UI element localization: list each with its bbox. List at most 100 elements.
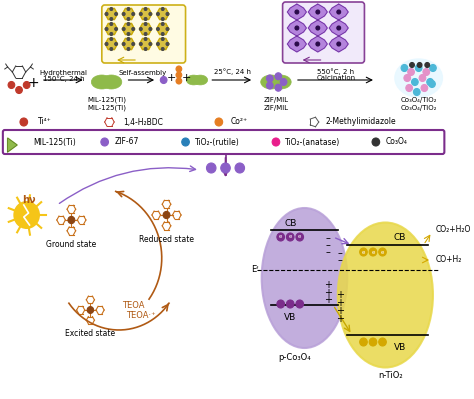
Polygon shape xyxy=(105,8,118,20)
Circle shape xyxy=(161,8,164,10)
Text: hν: hν xyxy=(22,195,36,205)
Text: TEOA: TEOA xyxy=(122,300,145,310)
Polygon shape xyxy=(105,38,118,49)
Circle shape xyxy=(161,18,164,20)
Text: TEOA·⁺: TEOA·⁺ xyxy=(126,310,155,320)
Circle shape xyxy=(337,42,341,46)
Circle shape xyxy=(360,248,367,256)
Circle shape xyxy=(286,233,294,241)
Text: +: + xyxy=(324,288,332,298)
Circle shape xyxy=(369,248,377,256)
Circle shape xyxy=(337,26,341,30)
Circle shape xyxy=(149,12,152,16)
Circle shape xyxy=(166,28,169,30)
Circle shape xyxy=(132,12,135,16)
Circle shape xyxy=(295,42,299,46)
Circle shape xyxy=(275,73,282,80)
Circle shape xyxy=(20,118,27,126)
Text: TiO₂-(anatase): TiO₂-(anatase) xyxy=(285,138,341,146)
Circle shape xyxy=(272,138,280,146)
Circle shape xyxy=(122,12,125,16)
Circle shape xyxy=(280,79,287,85)
Polygon shape xyxy=(308,4,328,20)
Text: Hydrothermal: Hydrothermal xyxy=(40,70,88,76)
Text: MIL-125(Ti): MIL-125(Ti) xyxy=(33,138,76,146)
Ellipse shape xyxy=(91,75,112,89)
Polygon shape xyxy=(308,36,328,52)
Circle shape xyxy=(427,79,433,85)
Text: Ground state: Ground state xyxy=(46,240,97,249)
Circle shape xyxy=(156,28,159,30)
Text: Co₃O₄/TiO₂: Co₃O₄/TiO₂ xyxy=(401,97,437,103)
Circle shape xyxy=(372,138,380,146)
Circle shape xyxy=(149,43,152,45)
Polygon shape xyxy=(122,24,135,35)
Circle shape xyxy=(101,138,109,146)
Circle shape xyxy=(16,87,22,93)
Polygon shape xyxy=(105,24,118,35)
Circle shape xyxy=(139,12,142,16)
Polygon shape xyxy=(329,4,348,20)
Polygon shape xyxy=(8,138,17,152)
Text: –: – xyxy=(337,248,342,258)
Ellipse shape xyxy=(262,208,347,348)
Circle shape xyxy=(401,65,408,71)
Circle shape xyxy=(161,32,164,36)
Text: e: e xyxy=(289,235,292,239)
Polygon shape xyxy=(308,20,328,36)
Circle shape xyxy=(428,81,435,87)
Text: Ti⁴⁺: Ti⁴⁺ xyxy=(38,117,52,126)
Text: –: – xyxy=(326,233,331,243)
Circle shape xyxy=(144,47,147,51)
Text: VB: VB xyxy=(284,314,296,322)
Circle shape xyxy=(139,28,142,30)
Polygon shape xyxy=(287,4,306,20)
Circle shape xyxy=(115,12,118,16)
Text: +: + xyxy=(166,73,176,83)
Ellipse shape xyxy=(186,75,201,85)
Circle shape xyxy=(149,28,152,30)
Circle shape xyxy=(105,28,108,30)
Text: 25°C, 24 h: 25°C, 24 h xyxy=(214,69,251,75)
Circle shape xyxy=(176,72,182,78)
Polygon shape xyxy=(287,36,306,52)
Text: Co₃O₄: Co₃O₄ xyxy=(385,138,407,146)
Ellipse shape xyxy=(193,75,208,85)
Circle shape xyxy=(87,306,94,313)
Circle shape xyxy=(122,28,125,30)
Circle shape xyxy=(8,81,15,89)
Circle shape xyxy=(379,248,386,256)
Circle shape xyxy=(160,77,167,83)
Circle shape xyxy=(110,32,113,36)
Circle shape xyxy=(68,216,75,223)
Circle shape xyxy=(144,22,147,26)
Circle shape xyxy=(316,26,320,30)
Text: e: e xyxy=(362,249,365,255)
Circle shape xyxy=(286,300,294,308)
Circle shape xyxy=(110,47,113,51)
Circle shape xyxy=(161,22,164,26)
Circle shape xyxy=(156,43,159,45)
Circle shape xyxy=(316,10,320,14)
Text: –: – xyxy=(326,240,331,250)
Circle shape xyxy=(182,138,189,146)
FancyBboxPatch shape xyxy=(283,2,365,63)
Circle shape xyxy=(295,26,299,30)
Circle shape xyxy=(337,10,341,14)
Circle shape xyxy=(115,43,118,45)
Circle shape xyxy=(266,82,273,89)
Circle shape xyxy=(110,22,113,26)
Circle shape xyxy=(411,79,418,85)
Circle shape xyxy=(110,8,113,10)
Circle shape xyxy=(215,118,223,126)
Text: ZIF/MIL: ZIF/MIL xyxy=(264,105,289,111)
Polygon shape xyxy=(156,38,169,49)
Circle shape xyxy=(419,75,426,81)
Circle shape xyxy=(166,43,169,45)
Text: e: e xyxy=(279,235,283,239)
Polygon shape xyxy=(122,8,135,20)
Circle shape xyxy=(360,338,367,346)
Text: Self-assembly: Self-assembly xyxy=(118,70,167,76)
Circle shape xyxy=(13,201,40,229)
Text: ZIF-67: ZIF-67 xyxy=(114,138,138,146)
